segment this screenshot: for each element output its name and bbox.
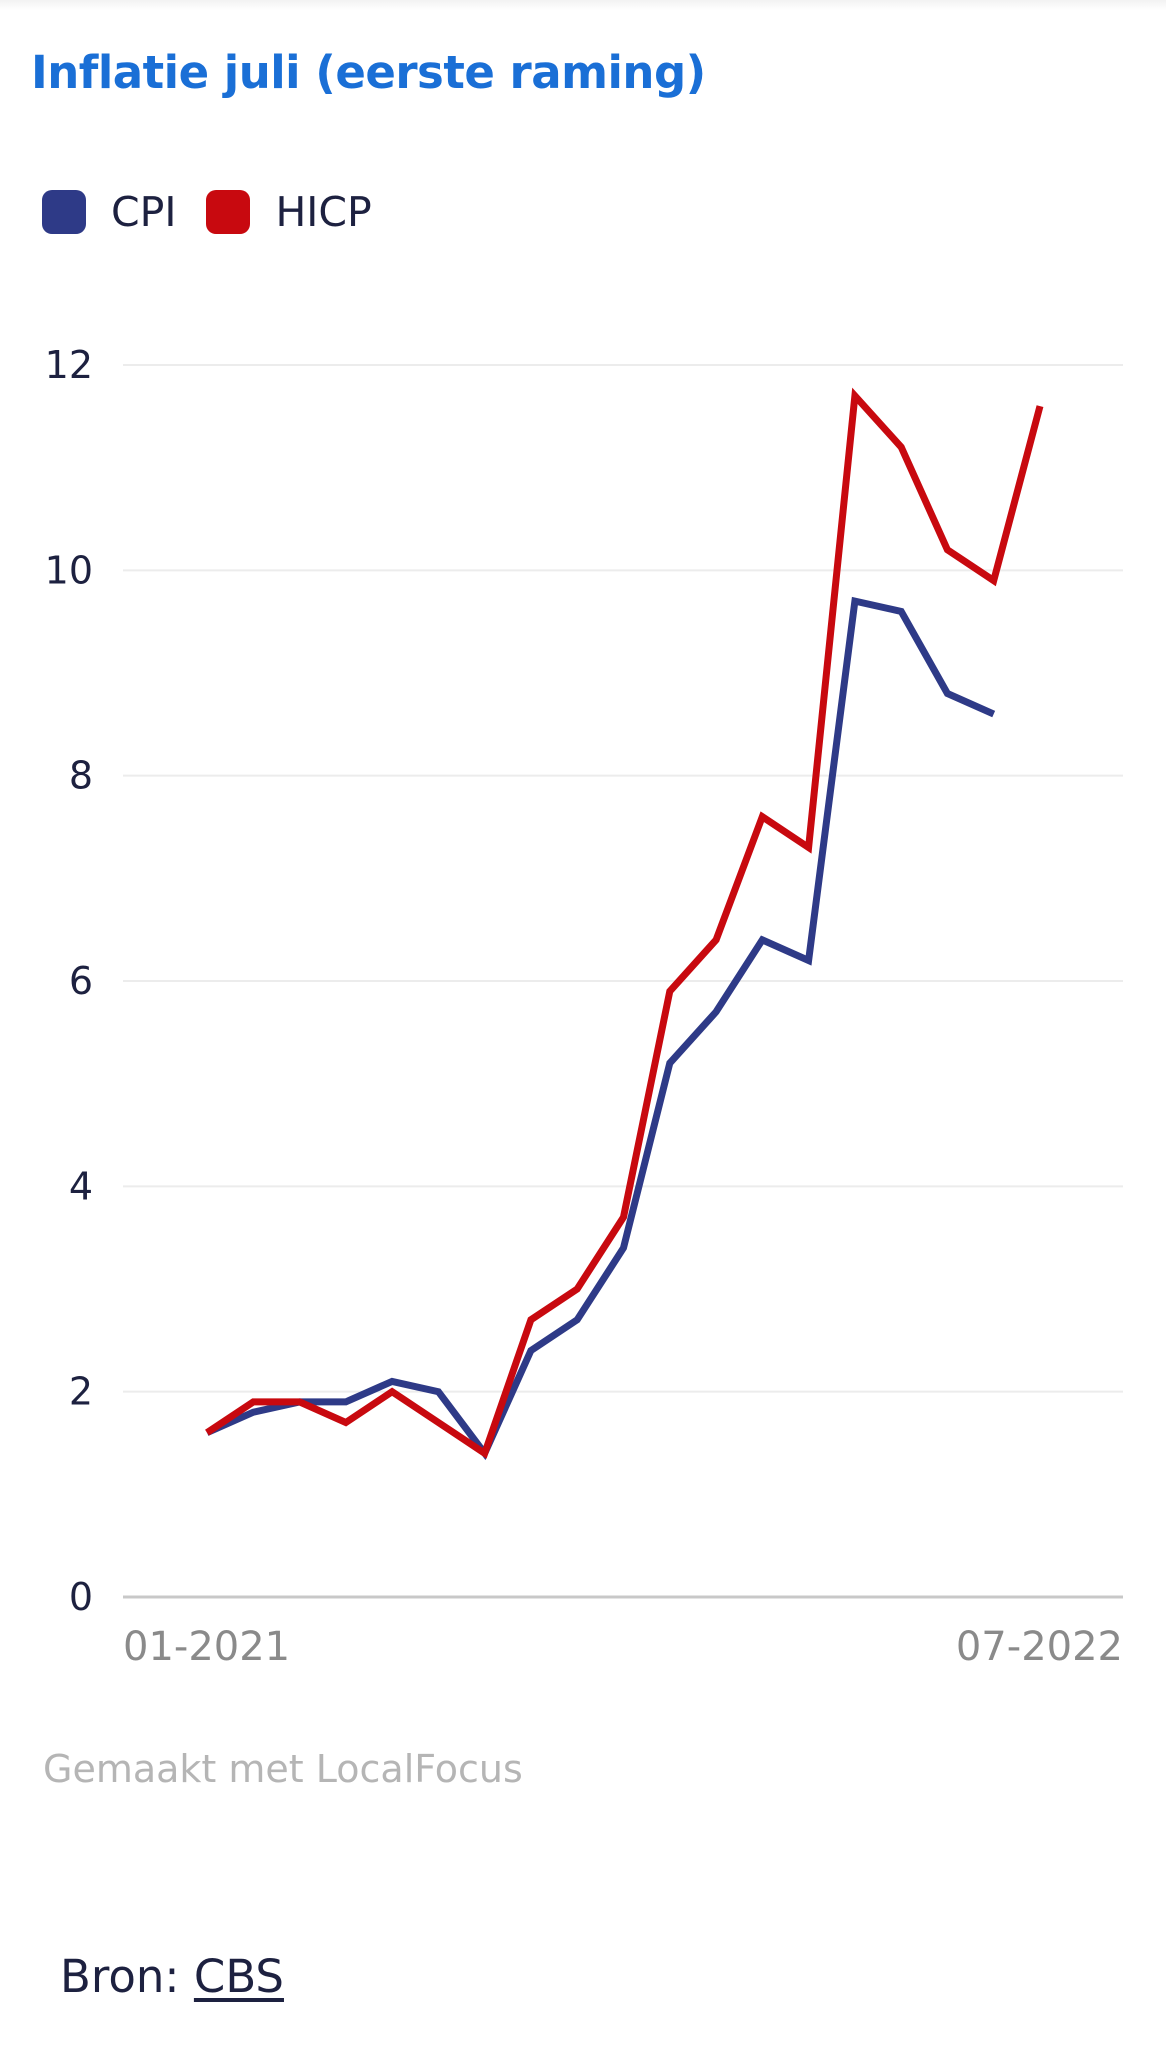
source-link-cbs[interactable]: CBS	[193, 1950, 284, 2003]
x-tick-label-first: 01-2021	[123, 1624, 290, 1670]
top-shadow	[0, 0, 1166, 10]
y-tick-label-4: 4	[69, 1164, 93, 1208]
y-tick-label-2: 2	[69, 1370, 93, 1414]
legend-label-cpi: CPI	[111, 188, 177, 236]
legend-swatch-cpi	[42, 190, 86, 234]
legend-swatch-hicp	[206, 190, 251, 234]
chart-title: Inflatie juli (eerste raming)	[31, 46, 706, 99]
y-tick-label-12: 12	[45, 343, 93, 387]
made-with-note: Gemaakt met LocalFocus	[43, 1747, 523, 1791]
legend: CPI HICP	[42, 186, 402, 238]
y-tick-label-8: 8	[69, 754, 93, 798]
series-line-hicp	[205, 387, 1044, 1459]
legend-item-hicp[interactable]: HICP	[206, 188, 372, 236]
line-chart: 0 2 4 6 8 10 12 01-2021 07-2022	[45, 343, 1123, 1670]
x-tick-label-last: 07-2022	[956, 1624, 1123, 1670]
series-line-cpi	[205, 596, 996, 1461]
source-prefix: Bron:	[60, 1950, 194, 2003]
source-line: Bron: CBS	[60, 1950, 284, 2003]
y-tick-label-0: 0	[69, 1575, 93, 1619]
y-tick-label-6: 6	[69, 959, 93, 1003]
y-tick-label-10: 10	[45, 548, 93, 592]
legend-label-hicp: HICP	[275, 188, 372, 236]
legend-item-cpi[interactable]: CPI	[42, 188, 176, 236]
